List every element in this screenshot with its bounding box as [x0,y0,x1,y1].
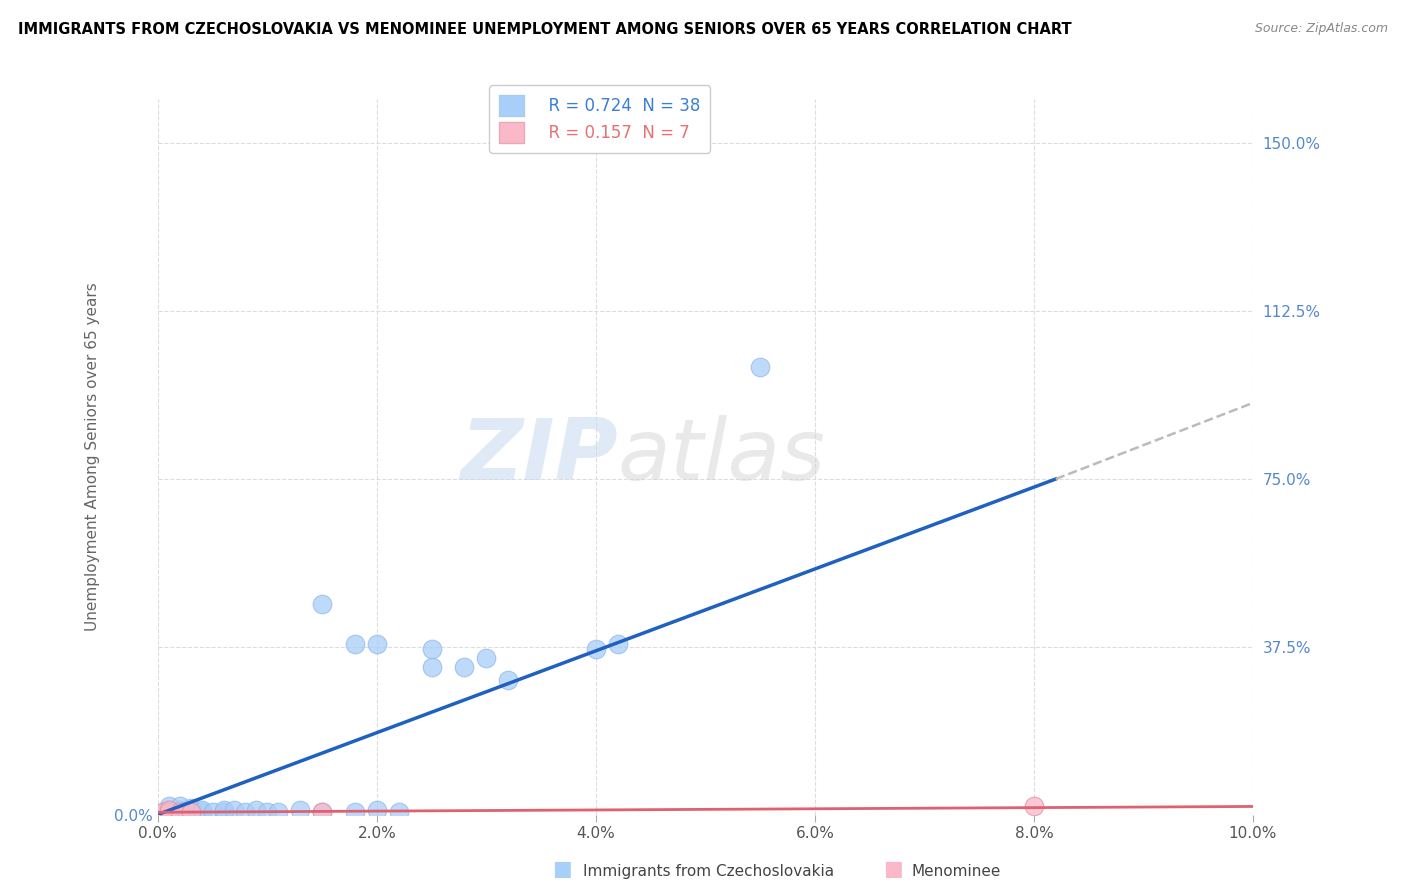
Point [157,803,180,817]
Text: ■: ■ [883,859,903,879]
Point [180,801,202,815]
Point [343,805,366,820]
Point [212,805,235,820]
Point [311,805,333,820]
Point [496,673,519,688]
Point [224,803,246,817]
Point [585,642,607,657]
Text: Immigrants from Czechoslovakia: Immigrants from Czechoslovakia [583,863,835,879]
Point [190,803,212,817]
Point [180,805,202,820]
Point [190,805,212,820]
Point [606,638,628,652]
Point [288,803,311,817]
Point [245,803,267,817]
Point [235,805,257,820]
Point [256,805,278,820]
Point [157,805,180,820]
Point [267,805,290,820]
Point [366,638,388,652]
Point [152,805,174,820]
Legend:   R = 0.724  N = 38,   R = 0.157  N = 7: R = 0.724 N = 38, R = 0.157 N = 7 [489,86,710,153]
Point [169,805,191,820]
Point [212,803,235,817]
Text: ZIP: ZIP [460,415,617,498]
Point [169,798,191,813]
Point [388,805,411,820]
Point [157,805,180,820]
Point [157,798,180,813]
Point [453,660,475,674]
Point [366,803,388,817]
Point [180,803,202,817]
Point [749,360,772,375]
Text: Menominee: Menominee [911,863,1001,879]
Point [343,638,366,652]
Point [475,651,498,665]
Text: ■: ■ [553,859,572,879]
Point [311,597,333,611]
Point [152,805,174,820]
Point [169,805,191,820]
Point [311,805,333,820]
Point [420,642,443,657]
Y-axis label: Unemployment Among Seniors over 65 years: Unemployment Among Seniors over 65 years [86,282,100,631]
Point [201,805,224,820]
Point [420,660,443,674]
Point [163,805,186,820]
Point [157,803,180,817]
Point [180,805,202,820]
Text: IMMIGRANTS FROM CZECHOSLOVAKIA VS MENOMINEE UNEMPLOYMENT AMONG SENIORS OVER 65 Y: IMMIGRANTS FROM CZECHOSLOVAKIA VS MENOMI… [18,22,1071,37]
Point [1022,798,1045,813]
Point [169,803,191,817]
Text: Source: ZipAtlas.com: Source: ZipAtlas.com [1254,22,1388,36]
Point [174,805,197,820]
Text: atlas: atlas [617,415,825,498]
